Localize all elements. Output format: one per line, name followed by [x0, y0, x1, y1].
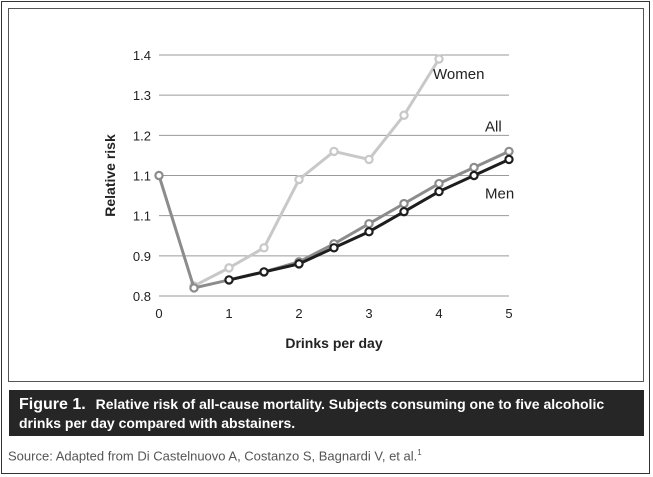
y-tick-label: 1.2: [133, 128, 151, 143]
data-point-women: [399, 110, 409, 120]
figure-caption: Figure 1. Relative risk of all-cause mor…: [9, 390, 644, 436]
series-line-all: [157, 150, 510, 290]
data-point-women: [259, 243, 269, 253]
series-lines: [154, 54, 514, 293]
figure-caption-text: Relative risk of all-cause mortality. Su…: [19, 396, 605, 431]
source-citation: Source: Adapted from Di Castelnuovo A, C…: [8, 448, 422, 463]
data-point-women: [294, 174, 304, 185]
series-line-women: [193, 58, 441, 288]
data-point-all: [469, 162, 479, 173]
x-tick-label: 2: [295, 306, 302, 321]
figure-label: Figure 1.: [19, 396, 86, 413]
y-tick-label: 0.8: [133, 289, 151, 304]
x-tick-label: 1: [225, 306, 232, 321]
series-label-all: All: [485, 118, 502, 135]
data-point-men: [504, 154, 514, 165]
data-point-men: [469, 170, 479, 181]
data-point-women: [364, 154, 374, 165]
grid-lines: [159, 54, 509, 297]
x-axis-title: Drinks per day: [285, 335, 382, 351]
x-tick-label: 4: [435, 306, 442, 321]
y-tick-label: 1.1: [133, 209, 151, 224]
x-tick-label: 5: [505, 306, 512, 321]
data-point-men: [329, 243, 339, 253]
data-point-women: [224, 263, 234, 273]
series-label-women: Women: [433, 66, 484, 83]
source-superscript: 1: [417, 448, 422, 457]
data-point-men: [364, 227, 374, 237]
data-point-all: [189, 283, 199, 293]
line-chart: 0.80.91.11.11.21.31.40 1 2 3 4 5 WomenAllMen …: [102, 48, 514, 351]
y-tick-label: 1.3: [133, 88, 151, 103]
data-point-women: [434, 54, 444, 64]
y-tick-label: 1.1: [133, 169, 151, 184]
data-point-all: [154, 170, 164, 181]
data-point-men: [434, 186, 444, 197]
y-tick-label: 0.9: [133, 249, 151, 264]
data-point-men: [399, 206, 409, 217]
chart-frame: 0.8 0.9 1.1 1.1 1.2 1.3 1.4 0 1 2 3 4 5 Women All Men …: [8, 8, 644, 382]
series-labels: Women All Men: [433, 66, 514, 202]
data-point-all: [364, 218, 374, 229]
y-tick-label: 1.4: [133, 48, 151, 63]
data-point-all: [434, 178, 444, 189]
x-tick-label: 3: [365, 306, 372, 321]
data-point-all: [399, 198, 409, 209]
x-tick-label: 0: [155, 306, 162, 321]
data-point-men: [259, 267, 269, 277]
tick-labels: 0.8 0.9 1.1 1.1 1.2 1.3 1.4 0 1 2 3 4 5: [133, 48, 513, 321]
source-text: Source: Adapted from Di Castelnuovo A, C…: [8, 448, 418, 464]
data-point-women: [329, 146, 339, 157]
series-label-men: Men: [485, 185, 514, 202]
data-point-men: [294, 259, 304, 269]
data-point-men: [224, 275, 234, 285]
data-point-all: [504, 146, 514, 157]
y-axis-title: Relative risk: [102, 134, 118, 217]
